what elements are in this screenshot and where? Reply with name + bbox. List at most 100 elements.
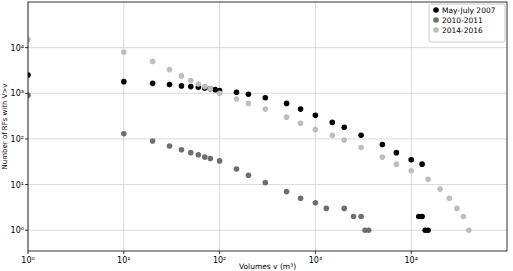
point	[263, 180, 269, 186]
y-tick	[25, 230, 28, 231]
point	[454, 206, 460, 212]
point	[380, 142, 386, 148]
point	[313, 127, 319, 133]
point	[121, 49, 127, 55]
point	[208, 156, 214, 162]
point	[208, 86, 214, 92]
x-grid	[411, 2, 412, 251]
x-tick-label: 10²	[213, 256, 226, 265]
y-tick	[25, 47, 28, 48]
y-grid	[28, 93, 507, 94]
y-grid	[28, 230, 507, 231]
plot-area	[28, 2, 507, 251]
chart: 10⁰ 10¹ 10² 10³ 10⁴ 10⁰ 10¹ 10² 10³ 10⁴ Volumes v …	[0, 0, 513, 271]
point	[437, 186, 443, 192]
y-tick	[25, 184, 28, 185]
x-tick-label: 10³	[309, 256, 322, 265]
y-tick-label: 10⁰	[11, 226, 24, 235]
point	[208, 86, 214, 92]
points	[28, 37, 472, 233]
point	[263, 95, 269, 101]
point	[196, 81, 202, 87]
point	[329, 133, 335, 139]
point	[298, 120, 304, 126]
point	[179, 83, 185, 89]
point	[298, 195, 304, 201]
y-tick-label: 10³	[11, 89, 24, 98]
point	[263, 106, 269, 112]
x-tick-label: 10⁴	[405, 256, 418, 265]
point	[447, 195, 453, 201]
x-grid	[123, 2, 124, 251]
point	[284, 101, 290, 107]
y-grid	[28, 47, 507, 48]
point	[358, 214, 364, 220]
point	[234, 90, 240, 96]
point	[298, 106, 304, 112]
point	[380, 154, 386, 160]
point	[351, 214, 357, 220]
point	[366, 227, 372, 233]
legend-marker	[433, 27, 439, 33]
x-tick-label: 10¹	[117, 256, 130, 265]
point	[188, 150, 194, 156]
point	[284, 189, 290, 195]
legend-marker	[433, 17, 439, 23]
y-tick-label: 10¹	[11, 181, 24, 190]
point	[419, 214, 425, 220]
y-tick-label: 10²	[11, 135, 24, 144]
y-tick	[25, 93, 28, 94]
x-tick	[28, 251, 29, 254]
legend-label: 2010-2011	[442, 16, 483, 25]
point	[313, 112, 319, 118]
point	[246, 172, 252, 178]
legend-marker	[433, 7, 439, 13]
legend-box	[429, 4, 505, 42]
point	[341, 137, 347, 143]
point	[425, 177, 431, 183]
point	[324, 206, 330, 212]
x-axis-label: Volumes v (m³)	[239, 262, 296, 271]
point	[179, 147, 185, 153]
point	[246, 101, 252, 107]
point	[202, 154, 208, 160]
point	[425, 227, 431, 233]
point	[150, 59, 156, 65]
x-grid	[219, 2, 220, 251]
point	[246, 91, 252, 97]
point	[217, 90, 223, 96]
point	[408, 168, 414, 174]
point	[313, 200, 319, 206]
point	[284, 114, 290, 120]
point	[202, 84, 208, 90]
x-tick	[123, 251, 124, 254]
point	[394, 150, 400, 156]
point	[188, 78, 194, 84]
point	[217, 158, 223, 164]
point	[341, 124, 347, 130]
x-tick-label: 10⁰	[21, 256, 34, 265]
x-tick	[219, 251, 220, 254]
frame	[28, 2, 507, 251]
point	[329, 120, 335, 126]
point	[121, 79, 127, 85]
point	[358, 133, 364, 139]
x-tick	[411, 251, 412, 254]
point	[466, 227, 472, 233]
point	[28, 72, 31, 78]
point	[150, 138, 156, 144]
point	[28, 37, 31, 43]
point	[234, 166, 240, 172]
point	[341, 206, 347, 212]
point	[234, 96, 240, 102]
y-grid	[28, 138, 507, 139]
legend-label: 2014-2016	[442, 26, 483, 35]
point	[358, 145, 364, 151]
y-axis-label: Number of RFs with V>v	[1, 84, 9, 170]
x-grid	[315, 2, 316, 251]
y-tick-label: 10⁴	[11, 44, 24, 53]
point	[150, 81, 156, 87]
point	[167, 67, 173, 73]
point	[167, 143, 173, 149]
point	[167, 82, 173, 88]
